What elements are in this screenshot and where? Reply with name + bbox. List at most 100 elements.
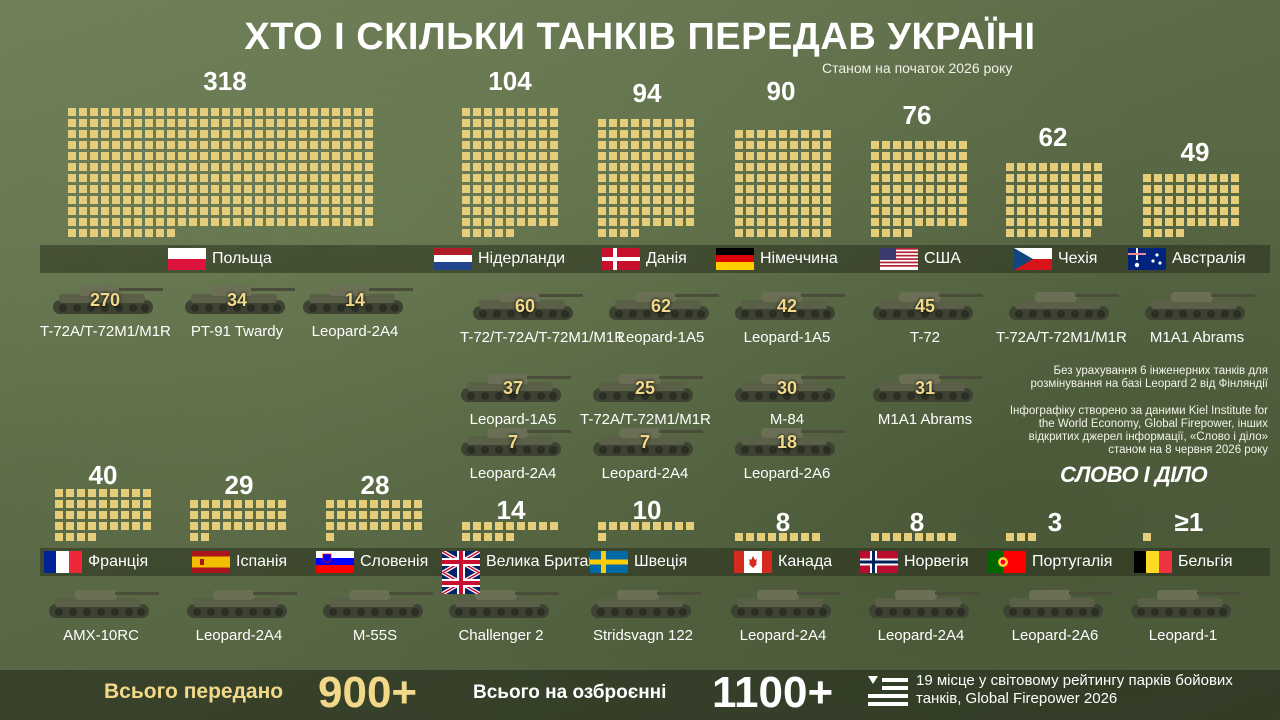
unit-square bbox=[757, 229, 765, 237]
tank-count: 42 bbox=[776, 296, 798, 316]
unit-square bbox=[779, 141, 787, 149]
unit-square bbox=[473, 108, 481, 116]
unit-square bbox=[631, 207, 639, 215]
unit-square bbox=[904, 229, 912, 237]
unit-square bbox=[1165, 196, 1173, 204]
unit-square bbox=[332, 141, 340, 149]
unit-square bbox=[768, 533, 776, 541]
unit-square bbox=[112, 196, 120, 204]
unit-square bbox=[392, 511, 400, 519]
unit-square bbox=[233, 196, 241, 204]
unit-square bbox=[101, 130, 109, 138]
unit-square bbox=[1143, 533, 1151, 541]
unit-square bbox=[134, 163, 142, 171]
unit-square bbox=[768, 163, 776, 171]
unit-square bbox=[801, 196, 809, 204]
unit-grid bbox=[735, 533, 831, 541]
unit-square bbox=[609, 229, 617, 237]
unit-square bbox=[110, 511, 118, 519]
unit-square bbox=[88, 522, 96, 530]
unit-square bbox=[528, 119, 536, 127]
unit-square bbox=[484, 141, 492, 149]
unit-square bbox=[1083, 174, 1091, 182]
unit-square bbox=[801, 218, 809, 226]
unit-square bbox=[90, 196, 98, 204]
unit-square bbox=[609, 174, 617, 182]
unit-square bbox=[211, 141, 219, 149]
unit-square bbox=[937, 207, 945, 215]
tank-item: 60 T-72/T-72A/T-72M1/M1R bbox=[460, 284, 625, 346]
unit-square bbox=[1143, 207, 1151, 215]
unit-square bbox=[1154, 185, 1162, 193]
unit-square bbox=[167, 218, 175, 226]
unit-square bbox=[904, 533, 912, 541]
unit-square bbox=[266, 152, 274, 160]
tank-item: 7 Leopard-2A4 bbox=[580, 420, 710, 482]
logo: СЛОВО І ДІЛО bbox=[1060, 462, 1208, 487]
unit-square bbox=[211, 119, 219, 127]
unit-square bbox=[506, 533, 514, 541]
unit-square bbox=[178, 207, 186, 215]
unit-square bbox=[801, 185, 809, 193]
unit-square bbox=[1039, 174, 1047, 182]
unit-square bbox=[222, 108, 230, 116]
unit-square bbox=[132, 522, 140, 530]
unit-square bbox=[528, 141, 536, 149]
unit-square bbox=[101, 141, 109, 149]
unit-grid bbox=[598, 522, 694, 541]
unit-square bbox=[167, 207, 175, 215]
unit-square bbox=[348, 511, 356, 519]
unit-square bbox=[189, 163, 197, 171]
unit-square bbox=[288, 119, 296, 127]
unit-square bbox=[871, 141, 879, 149]
tank-item: 30 M-84 bbox=[722, 366, 852, 428]
unit-square bbox=[686, 119, 694, 127]
country-total: 8 bbox=[775, 507, 791, 537]
unit-square bbox=[90, 174, 98, 182]
flag-icon bbox=[988, 551, 1026, 573]
unit-square bbox=[123, 119, 131, 127]
unit-square bbox=[370, 511, 378, 519]
unit-square bbox=[779, 163, 787, 171]
unit-square bbox=[893, 229, 901, 237]
unit-square bbox=[189, 185, 197, 193]
unit-square bbox=[77, 500, 85, 508]
unit-square bbox=[1143, 185, 1151, 193]
unit-square bbox=[244, 152, 252, 160]
tank-item: Challenger 2 bbox=[436, 582, 566, 644]
unit-square bbox=[801, 533, 809, 541]
unit-square bbox=[598, 218, 606, 226]
unit-square bbox=[1094, 218, 1102, 226]
unit-square bbox=[332, 218, 340, 226]
unit-square bbox=[359, 511, 367, 519]
unit-square bbox=[871, 152, 879, 160]
unit-square bbox=[310, 207, 318, 215]
unit-square bbox=[145, 174, 153, 182]
unit-square bbox=[539, 522, 547, 530]
unit-square bbox=[123, 196, 131, 204]
unit-square bbox=[190, 500, 198, 508]
unit-square bbox=[1220, 196, 1228, 204]
unit-square bbox=[326, 522, 334, 530]
unit-square bbox=[1083, 229, 1091, 237]
unit-square bbox=[321, 207, 329, 215]
unit-square bbox=[88, 500, 96, 508]
unit-square bbox=[354, 130, 362, 138]
unit-square bbox=[101, 196, 109, 204]
unit-grid bbox=[55, 489, 151, 541]
unit-square bbox=[517, 130, 525, 138]
unit-square bbox=[90, 185, 98, 193]
unit-square bbox=[245, 511, 253, 519]
unit-square bbox=[299, 185, 307, 193]
unit-square bbox=[266, 185, 274, 193]
unit-square bbox=[893, 196, 901, 204]
unit-square bbox=[255, 163, 263, 171]
unit-square bbox=[462, 196, 470, 204]
unit-square bbox=[167, 108, 175, 116]
unit-square bbox=[255, 218, 263, 226]
unit-square bbox=[200, 130, 208, 138]
unit-square bbox=[926, 174, 934, 182]
tank-item: 62 Leopard-1A5 bbox=[596, 284, 726, 346]
unit-square bbox=[244, 174, 252, 182]
unit-square bbox=[915, 152, 923, 160]
